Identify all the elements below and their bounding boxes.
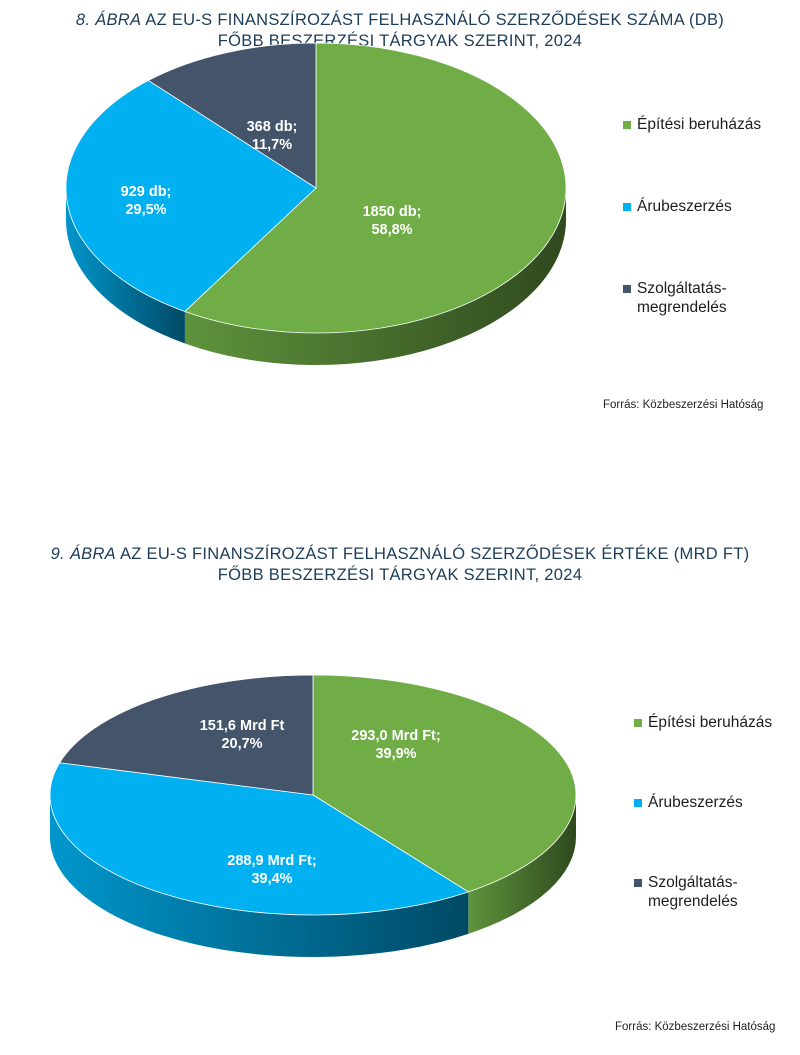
legend-swatch: [634, 879, 642, 887]
source-note: Forrás: Közbeszerzési Hatóság: [603, 399, 764, 411]
legend-label: Árubeszerzés: [637, 198, 732, 215]
legend-label: Építési beruházás: [648, 714, 773, 731]
data-label-szolgaltatas: 20,7%: [221, 736, 262, 752]
legend: Építési beruházás Árubeszerzés Szolgálta…: [623, 115, 797, 361]
legend-swatch: [634, 799, 642, 807]
figure-8: 8. ÁBRA AZ EU-S FINANSZÍROZÁST FELHASZNÁ…: [0, 0, 800, 480]
legend-label: Árubeszerzés: [648, 794, 743, 811]
legend-label-line-1: Szolgáltatás-: [637, 280, 727, 297]
figure-9: 9. ÁBRA AZ EU-S FINANSZÍROZÁST FELHASZNÁ…: [0, 530, 800, 1055]
pie-slice-epitesi: [184, 42, 567, 334]
pie-slice-szolgaltatas: [59, 674, 314, 796]
title-text: AZ EU-S FINANSZÍROZÁST FELHASZNÁLÓ SZERZ…: [119, 545, 750, 563]
pie-side-epitesi: [468, 795, 576, 934]
legend-swatch: [623, 203, 631, 211]
legend-label-line-1: Szolgáltatás-: [648, 874, 738, 891]
legend-item-arubeszerzes: Árubeszerzés: [634, 793, 800, 873]
legend-item-arubeszerzes: Árubeszerzés: [623, 197, 797, 279]
legend-label-line-2: megrendelés: [648, 893, 738, 910]
data-label-szolgaltatas: 11,7%: [252, 137, 292, 153]
pie-slice-arubeszerzes: [65, 79, 317, 312]
pie-slice-arubeszerzes: [49, 762, 470, 916]
data-label-epitesi: 58,8%: [371, 222, 412, 238]
legend: Építési beruházás Árubeszerzés Szolgálta…: [634, 713, 800, 953]
data-label-arubeszerzes: 29,5%: [125, 202, 166, 218]
source-note: Forrás: Közbeszerzési Hatóság: [615, 1021, 776, 1033]
legend-swatch: [623, 121, 631, 129]
data-label-szolgaltatas: 151,6 Mrd Ft: [200, 718, 285, 734]
pie-chart: 1850 db; 58,8% 929 db; 29,5% 368 db; 11,7%: [65, 42, 567, 365]
legend-swatch: [634, 719, 642, 727]
legend-label: Építési beruházás: [637, 116, 762, 133]
data-label-szolgaltatas: 368 db;: [247, 119, 298, 135]
title-line-2: FŐBB BESZERZÉSI TÁRGYAK SZERINT, 2024: [217, 566, 583, 584]
title-word: ÁBRA: [95, 11, 142, 29]
pie-chart: 293,0 Mrd Ft; 39,9% 288,9 Mrd Ft; 39,4% 151,…: [49, 674, 577, 957]
data-label-epitesi: 293,0 Mrd Ft;: [351, 728, 440, 744]
title-word: ÁBRA: [69, 545, 116, 563]
data-label-arubeszerzes: 288,9 Mrd Ft;: [227, 853, 316, 869]
title-text: AZ EU-S FINANSZÍROZÁST FELHASZNÁLÓ SZERZ…: [145, 11, 725, 29]
legend-label-line-2: megrendelés: [637, 299, 727, 316]
legend-item-szolgaltatas: Szolgáltatás- megrendelés: [634, 873, 800, 953]
data-label-arubeszerzes: 39,4%: [251, 871, 292, 887]
chart-title: 9. ÁBRA AZ EU-S FINANSZÍROZÁST FELHASZNÁ…: [0, 544, 800, 586]
pie-side-arubeszerzes: [66, 188, 185, 344]
legend-item-szolgaltatas: Szolgáltatás- megrendelés: [623, 279, 797, 361]
pie-side-arubeszerzes: [50, 795, 469, 957]
data-label-epitesi: 39,9%: [375, 746, 416, 762]
legend-item-epitesi: Építési beruházás: [623, 115, 797, 197]
title-number: 8.: [75, 11, 91, 29]
data-label-epitesi: 1850 db;: [363, 204, 422, 220]
data-label-arubeszerzes: 929 db;: [121, 184, 172, 200]
pie-slice-szolgaltatas: [147, 42, 317, 189]
pie-side-epitesi: [184, 188, 566, 365]
title-number: 9.: [50, 545, 65, 563]
legend-item-epitesi: Építési beruházás: [634, 713, 800, 793]
pie-slice-epitesi: [312, 674, 577, 893]
legend-swatch: [623, 285, 631, 293]
